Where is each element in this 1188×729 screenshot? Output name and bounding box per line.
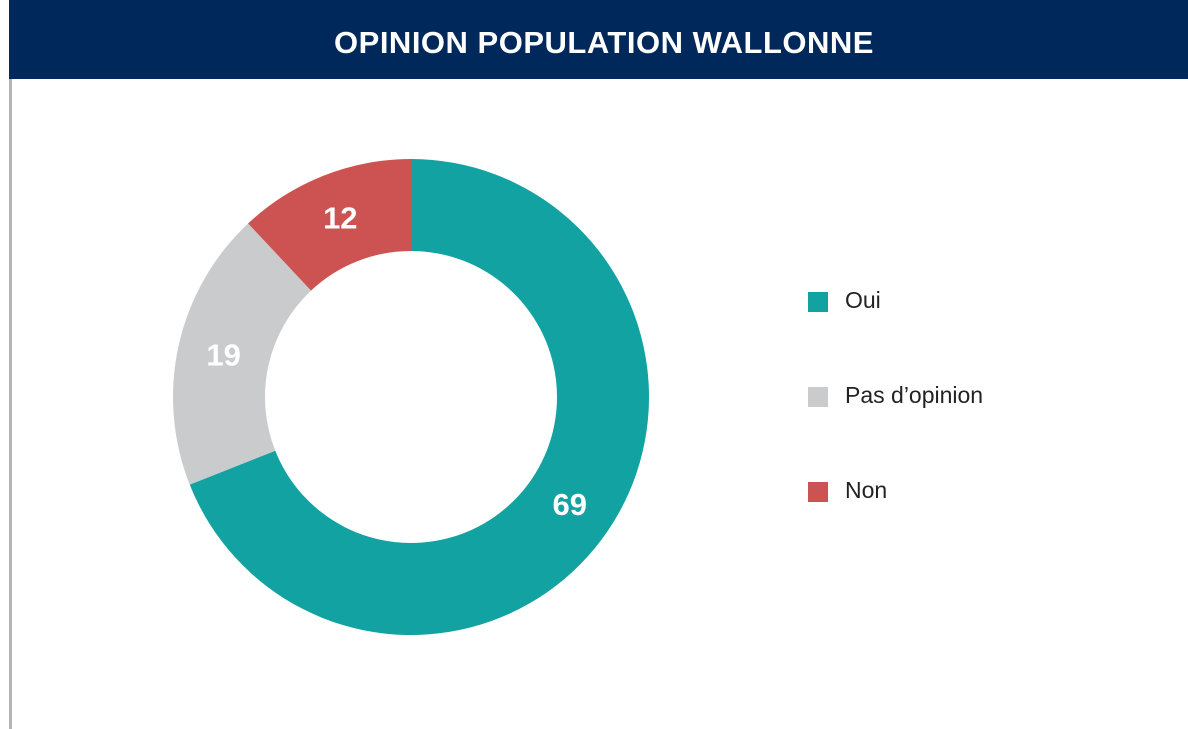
- chart-title: OPINION POPULATION WALLONNE: [334, 25, 874, 60]
- slice: [248, 159, 411, 291]
- slice: [173, 223, 312, 485]
- legend-label: Non: [845, 477, 887, 503]
- data-label: 19: [206, 337, 240, 372]
- data-label: 12: [323, 201, 357, 236]
- legend-swatch: [808, 482, 828, 502]
- legend-label: Pas d’opinion: [845, 382, 983, 408]
- data-label: 69: [553, 487, 587, 522]
- legend-label: Oui: [845, 287, 881, 313]
- legend-swatch: [808, 387, 828, 407]
- legend-swatch: [808, 292, 828, 312]
- slice: [189, 159, 650, 635]
- header-bar: [9, 0, 1188, 79]
